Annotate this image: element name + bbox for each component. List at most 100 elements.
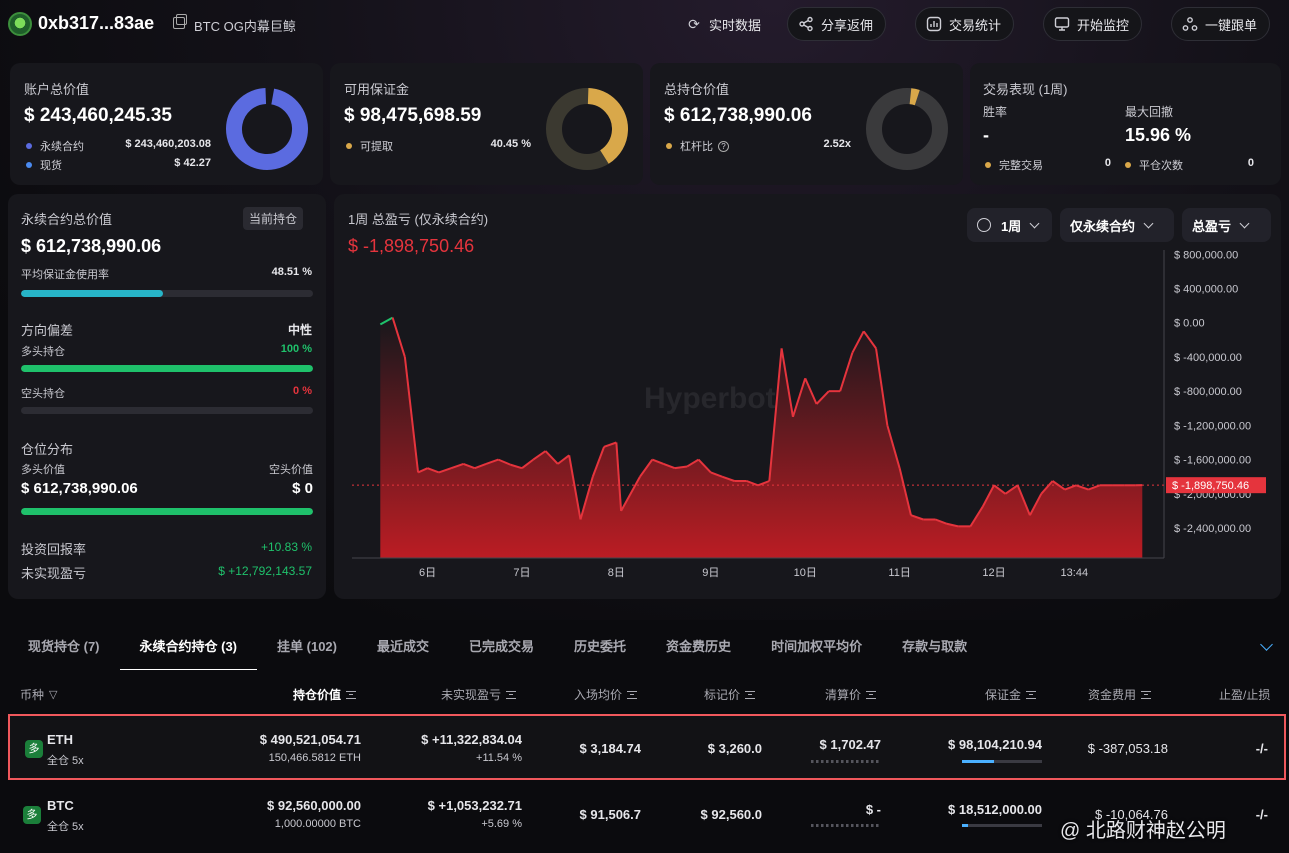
table-row[interactable]: 多 ETH 全仓 5x $ 490,521,054.71 150,466.581… bbox=[8, 714, 1286, 780]
drawdown-value: 15.96 % bbox=[1125, 125, 1192, 145]
filter-icon: ▽ bbox=[49, 689, 58, 701]
table-row[interactable]: 多 BTC 全仓 5x $ 92,560,000.00 1,000.00000 … bbox=[8, 784, 1286, 850]
tab-8[interactable]: 存款与取款 bbox=[902, 639, 968, 654]
tpsl-value[interactable]: -/- bbox=[1255, 807, 1268, 822]
entry-price: $ 91,506.7 bbox=[579, 807, 641, 822]
winrate-value: - bbox=[983, 125, 989, 145]
chevron-down-icon bbox=[1143, 218, 1154, 228]
sort-icon bbox=[627, 690, 638, 699]
col-margin[interactable]: 保证金 bbox=[985, 686, 1037, 703]
scope-select[interactable]: 仅永续合约 bbox=[1060, 208, 1174, 242]
account-value: $ 243,460,245.35 bbox=[24, 105, 172, 126]
pnl-line-segment bbox=[474, 462, 487, 470]
perp-value: $ 243,460,203.08 bbox=[125, 138, 211, 150]
trade-stats-button[interactable]: 交易统计 bbox=[915, 7, 1015, 41]
wallet-tag: BTC OG内幕巨鲸 bbox=[194, 19, 296, 34]
short-label: 空头持仓 bbox=[21, 388, 65, 400]
roi-value: +10.83 % bbox=[260, 540, 312, 554]
pnl-line-segment bbox=[463, 462, 476, 470]
perp-value-panel: 永续合约总价值 当前持仓 $ 612,738,990.06 平均保证金使用率 4… bbox=[8, 194, 326, 599]
refresh-icon: ⟳ bbox=[688, 15, 700, 32]
chevron-down-icon bbox=[1239, 218, 1250, 228]
tab-6[interactable]: 资金费历史 bbox=[666, 639, 732, 654]
account-value-card: 账户总价值 $ 243,460,245.35 永续合约 $ 243,460,20… bbox=[10, 63, 323, 185]
help-icon[interactable]: ? bbox=[718, 140, 729, 152]
margin-donut bbox=[546, 88, 628, 170]
y-tick-label: $ 0.00 bbox=[1174, 318, 1205, 330]
x-tick-label: 8日 bbox=[608, 567, 625, 579]
margin-bar bbox=[962, 760, 1042, 763]
current-value-tag bbox=[1166, 477, 1266, 494]
col-value[interactable]: 持仓价值 bbox=[293, 686, 357, 703]
tab-7[interactable]: 时间加权平均价 bbox=[771, 639, 863, 654]
pnl-line-segment bbox=[544, 450, 559, 465]
col-entry[interactable]: 入场均价 bbox=[574, 686, 638, 703]
pnl-line-segment bbox=[438, 467, 452, 474]
top-bar: 0xb317...83ae BTC OG内幕巨鲸 ⟳ 实时数据 分享返佣 交易统… bbox=[0, 0, 1289, 50]
current-position-badge[interactable]: 当前持仓 bbox=[243, 207, 304, 230]
avatar bbox=[8, 12, 32, 36]
tab-bar: 现货持仓 (7) 永续合约持仓 (3) 挂单 (102) 最近成交 已完成交易 历史委托 资… bbox=[8, 626, 1050, 670]
col-funding[interactable]: 资金费用 bbox=[1088, 686, 1152, 703]
card-title: 交易表现 (1周) bbox=[983, 82, 1068, 97]
tpsl-value[interactable]: -/- bbox=[1255, 741, 1268, 756]
position-size: 150,466.5812 ETH bbox=[268, 752, 361, 764]
avg-margin-bar bbox=[21, 290, 313, 297]
short-bar bbox=[21, 407, 313, 414]
pnl-line-segment bbox=[898, 467, 912, 516]
pnl-line-segment bbox=[686, 458, 700, 468]
x-tick-label: 10日 bbox=[794, 567, 817, 579]
pnl-line-segment bbox=[1029, 493, 1043, 516]
tab-0[interactable]: 现货持仓 (7) bbox=[28, 639, 100, 654]
start-monitor-button[interactable]: 开始监控 bbox=[1043, 7, 1143, 41]
pnl-line-segment bbox=[639, 459, 654, 478]
pnl-line-segment bbox=[568, 455, 582, 520]
tab-5[interactable]: 历史委托 bbox=[574, 639, 627, 654]
pnl-area-chart: $ 800,000.00 $ 400,000.00 $ 0.00 $ -400,000… bbox=[352, 250, 1266, 579]
pnl-line-segment bbox=[935, 518, 948, 525]
sort-icon bbox=[866, 690, 877, 699]
col-mark[interactable]: 标记价 bbox=[704, 686, 756, 703]
wallet-address[interactable]: 0xb317...83ae bbox=[38, 13, 155, 33]
direction-label: 方向偏差 bbox=[21, 323, 74, 338]
pnl-line-segment bbox=[697, 458, 712, 474]
legend-dot bbox=[26, 162, 32, 168]
card-title: 账户总价值 bbox=[24, 82, 90, 97]
margin-value: $ 18,512,000.00 bbox=[948, 802, 1042, 817]
tab-4[interactable]: 已完成交易 bbox=[469, 639, 535, 654]
pnl-line-segment bbox=[379, 316, 394, 326]
pnl-line-segment bbox=[521, 458, 534, 469]
col-liq[interactable]: 清算价 bbox=[825, 686, 877, 703]
legend-dot bbox=[346, 143, 352, 149]
legend-leverage: 杠杆比? bbox=[666, 138, 729, 154]
pnl-area-fill bbox=[380, 317, 1143, 558]
col-upnl[interactable]: 未实现盈亏 bbox=[441, 686, 517, 703]
pnl-line-segment bbox=[946, 522, 959, 528]
copy-icon[interactable] bbox=[173, 14, 187, 29]
pnl-line-segment bbox=[815, 390, 830, 405]
sort-icon bbox=[1026, 690, 1037, 699]
tab-2[interactable]: 挂单 (102) bbox=[277, 639, 337, 654]
close-value: 0 bbox=[1247, 157, 1254, 169]
long-badge: 多 bbox=[23, 806, 41, 824]
tab-3[interactable]: 最近成交 bbox=[377, 639, 430, 654]
period-select[interactable]: 1周 bbox=[967, 208, 1052, 242]
coin-name: BTC bbox=[47, 798, 74, 813]
liq-price: $ 1,702.47 bbox=[819, 737, 881, 752]
metric-select[interactable]: 总盈亏 bbox=[1182, 208, 1271, 242]
tab-1[interactable]: 永续合约持仓 (3) bbox=[119, 636, 258, 670]
margin-value: $ 98,475,698.59 bbox=[344, 105, 482, 126]
position-value: $ 490,521,054.71 bbox=[259, 732, 361, 747]
complete-value: 0 bbox=[1104, 157, 1111, 169]
upnl-percent: +11.54 % bbox=[476, 752, 522, 764]
copy-trade-button[interactable]: 一键跟单 bbox=[1171, 7, 1271, 41]
x-tick-label: 12日 bbox=[982, 567, 1005, 579]
share-referral-button[interactable]: 分享返佣 bbox=[787, 7, 887, 41]
stats-icon bbox=[926, 16, 942, 32]
panel-title: 永续合约总价值 bbox=[21, 212, 113, 227]
table-header: 币种 ▽ 持仓价值 未实现盈亏 入场均价 标记价 清算价 保证金 资金费用 止盈/… bbox=[8, 676, 1286, 710]
legend-spot: 现货 bbox=[26, 157, 62, 173]
realtime-data-button[interactable]: ⟳ 实时数据 bbox=[676, 7, 773, 41]
chevron-down-icon[interactable] bbox=[1260, 638, 1273, 651]
col-coin[interactable]: 币种 ▽ bbox=[20, 688, 58, 702]
